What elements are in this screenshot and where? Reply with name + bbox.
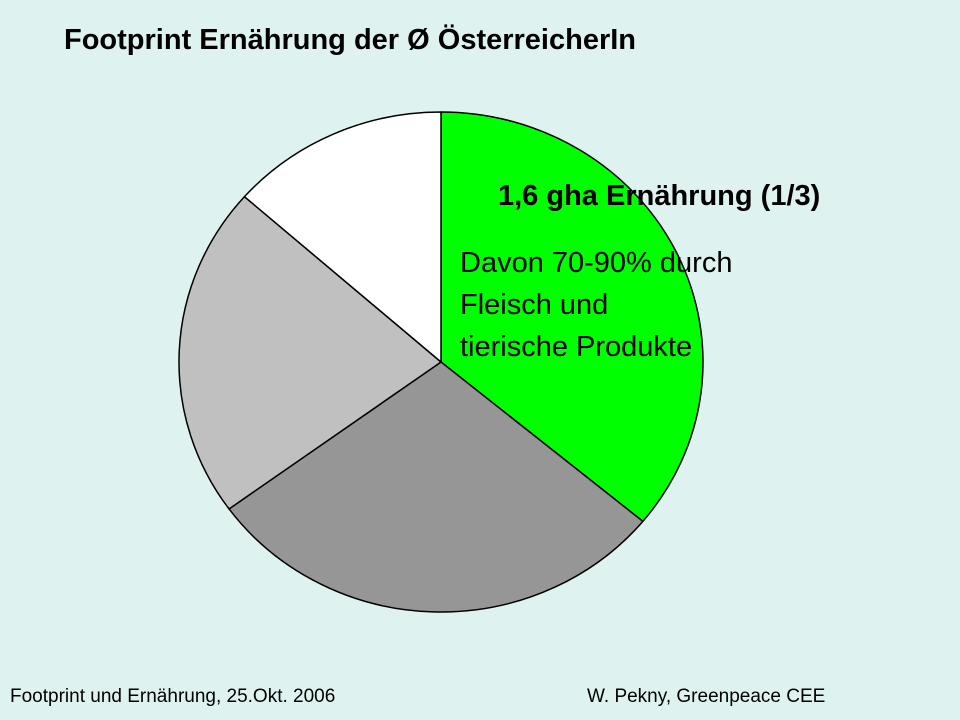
callout-line-2: Fleisch und bbox=[460, 289, 609, 321]
callout-line-3: tierische Produkte bbox=[460, 331, 693, 363]
callout-body: Davon 70-90% durch Fleisch und tierische… bbox=[460, 242, 732, 368]
callout-line-1: Davon 70-90% durch bbox=[460, 247, 733, 279]
footer-event: Footprint und Ernährung, 25.Okt. 2006 bbox=[10, 686, 336, 707]
pie-slice-3 bbox=[178, 195, 442, 510]
pie-slice-1 bbox=[440, 111, 704, 523]
pie-slice-4 bbox=[243, 111, 442, 363]
footer-author: W. Pekny, Greenpeace CEE bbox=[587, 686, 826, 707]
callout-headline: 1,6 gha Ernährung (1/3) bbox=[498, 180, 821, 212]
slide-title: Footprint Ernährung der Ø ÖsterreicherIn bbox=[64, 24, 637, 56]
pie-slice-2 bbox=[228, 361, 644, 613]
